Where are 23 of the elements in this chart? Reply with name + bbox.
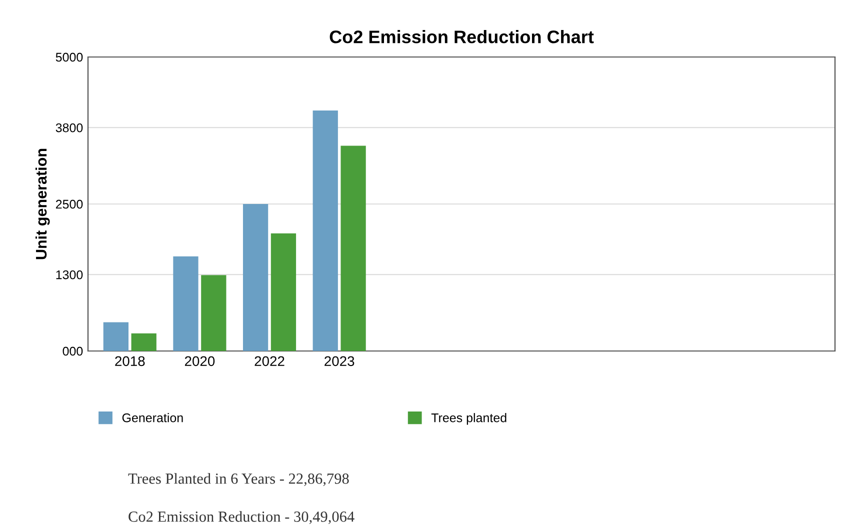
bar [201,275,226,351]
bar [173,256,198,351]
x-tick-label: 2020 [184,356,215,366]
bar [312,110,338,351]
y-tick-label: 2500 [56,200,83,209]
y-tick-label: 5000 [56,52,83,62]
bar [103,322,128,351]
legend-label: Trees planted [431,413,506,425]
bar [270,233,296,351]
y-tick-label: 1300 [56,270,83,280]
x-tick-label: 2022 [254,356,284,366]
y-axis-title: Unit generation [35,148,50,260]
bar [131,333,156,351]
x-tick-label: 2018 [115,356,145,366]
text: Co2 Emission Reduction - 30,49,064 [128,511,354,524]
bar [242,204,268,351]
x-tick-label: 2023 [324,356,354,366]
text: Co2 Emission Reduction Chart [330,30,594,44]
legend-label: Generation [122,413,183,422]
y-tick-label: 3800 [56,123,83,132]
text: Trees Planted in 6 Years - 22,86,798 [128,473,349,486]
y-tick-label: 000 [62,346,83,356]
bar [340,146,366,351]
